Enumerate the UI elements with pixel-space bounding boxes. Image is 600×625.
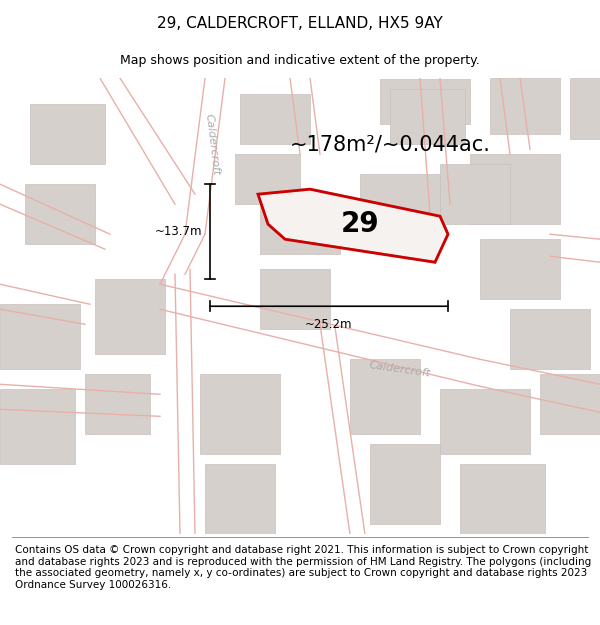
Polygon shape <box>235 154 300 204</box>
Text: Contains OS data © Crown copyright and database right 2021. This information is : Contains OS data © Crown copyright and d… <box>15 545 591 590</box>
Text: ~178m²/~0.044ac.: ~178m²/~0.044ac. <box>290 134 490 154</box>
Polygon shape <box>95 279 165 354</box>
Polygon shape <box>440 164 510 224</box>
Polygon shape <box>460 464 545 534</box>
Polygon shape <box>260 269 330 329</box>
Polygon shape <box>480 239 560 299</box>
Polygon shape <box>370 444 440 524</box>
Polygon shape <box>490 78 560 134</box>
Polygon shape <box>85 374 150 434</box>
Polygon shape <box>260 204 340 254</box>
Polygon shape <box>25 184 95 244</box>
Polygon shape <box>470 154 560 224</box>
Polygon shape <box>258 189 448 262</box>
Polygon shape <box>205 464 275 534</box>
Polygon shape <box>240 94 310 144</box>
Text: 29: 29 <box>341 210 379 238</box>
Polygon shape <box>0 389 75 464</box>
Polygon shape <box>350 359 420 434</box>
Polygon shape <box>200 374 280 454</box>
Polygon shape <box>30 104 105 164</box>
Polygon shape <box>510 309 590 369</box>
Polygon shape <box>380 79 470 124</box>
Text: Caldercroft: Caldercroft <box>368 360 431 379</box>
Text: Map shows position and indicative extent of the property.: Map shows position and indicative extent… <box>120 54 480 68</box>
Text: ~13.7m: ~13.7m <box>155 225 202 238</box>
Polygon shape <box>0 304 80 369</box>
Polygon shape <box>360 174 440 244</box>
Text: ~25.2m: ~25.2m <box>305 318 353 331</box>
Text: Caldercroft: Caldercroft <box>203 112 221 176</box>
Polygon shape <box>570 78 600 139</box>
Polygon shape <box>440 389 530 454</box>
Polygon shape <box>390 89 465 144</box>
Polygon shape <box>540 374 600 434</box>
Text: 29, CALDERCROFT, ELLAND, HX5 9AY: 29, CALDERCROFT, ELLAND, HX5 9AY <box>157 16 443 31</box>
